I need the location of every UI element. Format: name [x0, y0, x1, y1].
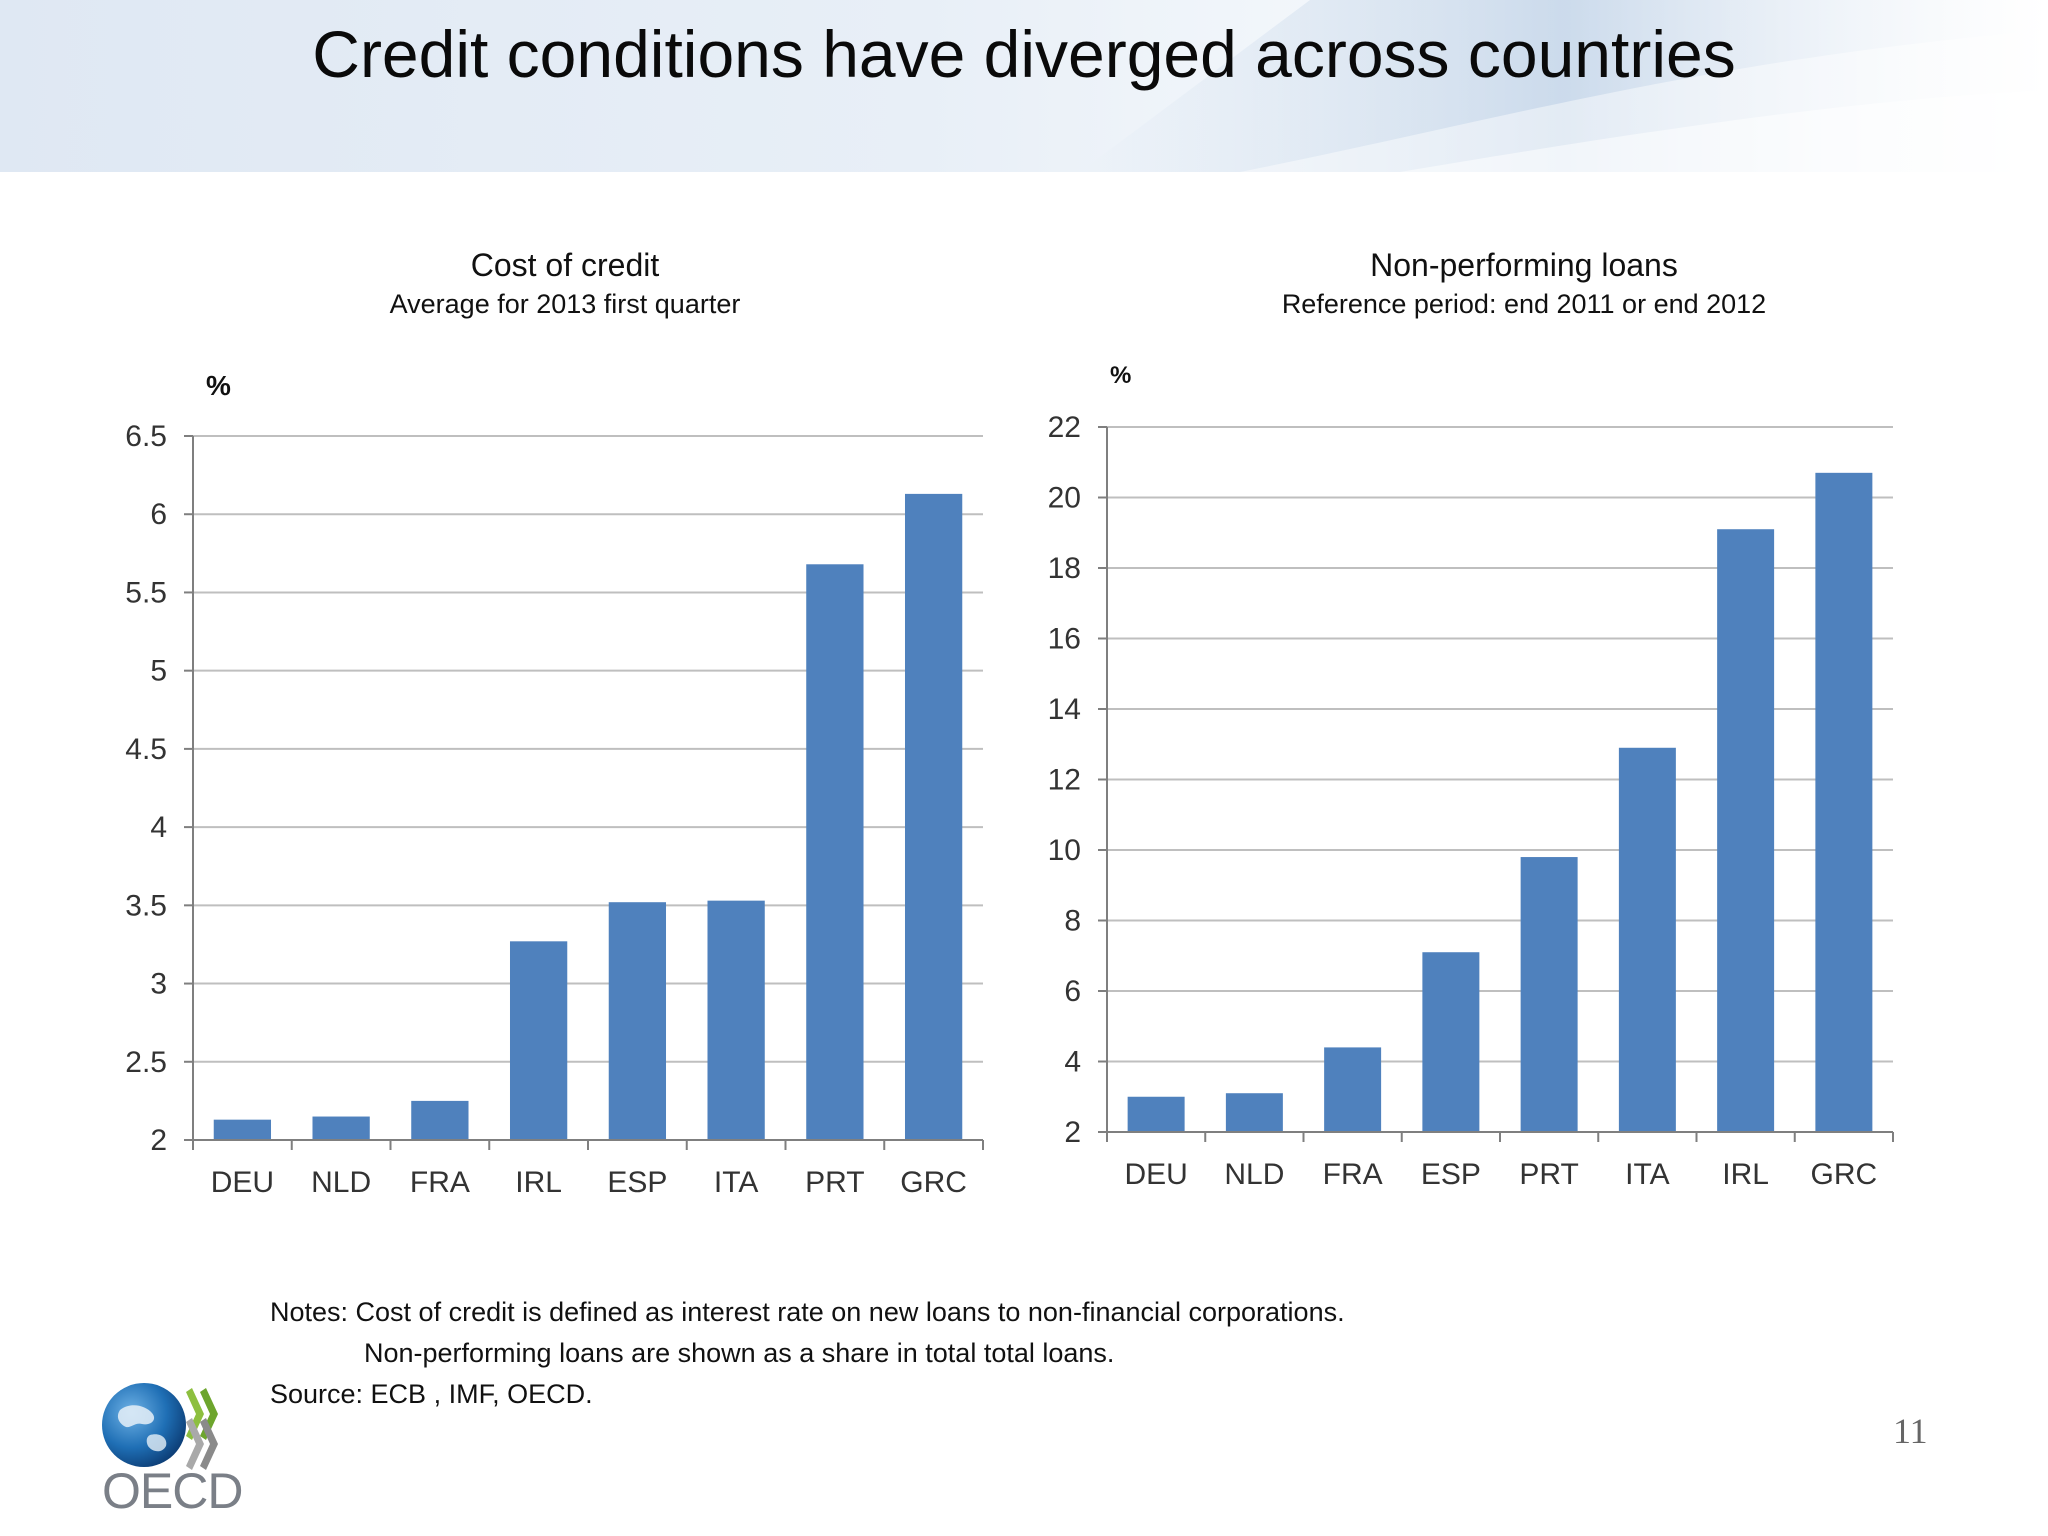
y-tick-label: 4: [1064, 1046, 1081, 1079]
banner-wave-decoration: [1080, 0, 2048, 172]
y-tick-label: 20: [1048, 482, 1081, 515]
y-tick-label: 3: [150, 968, 167, 1001]
y-tick-label: 2: [1064, 1116, 1081, 1149]
y-tick-label: 3.5: [125, 889, 167, 922]
x-category-label: PRT: [1519, 1158, 1578, 1191]
y-tick-label: 6.5: [125, 420, 167, 453]
bar-deu: [1127, 1096, 1185, 1132]
page-number: 11: [1893, 1411, 1928, 1451]
source-line: Source: ECB , IMF, OECD.: [270, 1379, 593, 1409]
bar-ita: [1618, 747, 1676, 1132]
x-category-label: ESP: [607, 1166, 667, 1199]
bar-prt: [806, 564, 864, 1140]
logo-text: OECD: [102, 1463, 243, 1519]
x-category-label: IRL: [1722, 1158, 1769, 1191]
y-tick-label: 2.5: [125, 1046, 167, 1079]
x-category-label: NLD: [1224, 1158, 1284, 1191]
notes-line: Notes: Cost of credit is defined as inte…: [270, 1297, 1345, 1327]
y-tick-label: 6: [150, 498, 167, 531]
bar-deu: [213, 1119, 272, 1140]
bar-grc: [904, 493, 963, 1140]
x-category-label: NLD: [311, 1166, 371, 1199]
bar-esp: [1422, 952, 1480, 1132]
bar-fra: [411, 1100, 469, 1140]
x-category-label: IRL: [515, 1166, 562, 1199]
x-category-label: ESP: [1421, 1158, 1481, 1191]
bar-irl: [509, 941, 568, 1140]
y-tick-label: 8: [1064, 905, 1081, 938]
bar-grc: [1815, 472, 1873, 1132]
notes-line: Non-performing loans are shown as a shar…: [364, 1338, 1115, 1368]
x-category-label: ITA: [714, 1166, 758, 1199]
x-category-label: ITA: [1625, 1158, 1669, 1191]
y-tick-label: 18: [1048, 552, 1081, 585]
bar-nld: [1225, 1093, 1283, 1132]
cost-of-credit-plot: 2 2.5 3 3.5 4 4.5 5 5.5 6 6.5 DEU NLD FRA IRL ESP ITA PR…: [125, 420, 984, 1199]
bar-ita: [707, 900, 765, 1140]
x-category-label: DEU: [211, 1166, 274, 1199]
bar-irl: [1717, 529, 1775, 1132]
y-tick-label: 5.5: [125, 576, 167, 609]
y-tick-label: 22: [1048, 411, 1081, 444]
bar-esp: [608, 902, 667, 1140]
non-performing-loans-plot: 2 4 6 8 10 12 14 16 18 20 22 DEU NLD FRA ESP PRT ITA IRL G…: [1048, 411, 1894, 1191]
x-category-label: GRC: [900, 1166, 967, 1199]
x-category-label: GRC: [1811, 1158, 1878, 1191]
y-axis-unit-label: %: [1110, 362, 1132, 389]
x-category-label: FRA: [1323, 1158, 1383, 1191]
x-category-label: DEU: [1124, 1158, 1187, 1191]
y-tick-label: 2: [150, 1124, 167, 1157]
chart-title: Cost of credit: [470, 247, 660, 283]
chart-title: Non-performing loans: [1370, 247, 1678, 283]
y-tick-label: 5: [150, 655, 167, 688]
chart-subtitle: Average for 2013 first quarter: [389, 289, 741, 319]
y-tick-label: 12: [1048, 764, 1081, 797]
title-banner: [0, 0, 2048, 172]
bar-fra: [1324, 1047, 1382, 1132]
y-tick-label: 10: [1048, 834, 1081, 867]
x-category-label: FRA: [410, 1166, 470, 1199]
bar-prt: [1520, 857, 1578, 1132]
y-axis-unit-label: %: [206, 370, 231, 401]
oecd-logo-icon: [102, 1383, 218, 1470]
x-category-label: PRT: [805, 1166, 864, 1199]
chart-subtitle: Reference period: end 2011 or end 2012: [1281, 289, 1767, 319]
notes-block: Notes: Cost of credit is defined as inte…: [270, 1292, 1345, 1415]
y-tick-label: 14: [1048, 693, 1081, 726]
y-tick-label: 4: [150, 811, 167, 844]
y-tick-label: 16: [1048, 623, 1081, 656]
y-tick-label: 6: [1064, 975, 1081, 1008]
slide-title: Credit conditions have diverged across c…: [312, 17, 1736, 91]
y-tick-label: 4.5: [125, 733, 167, 766]
bar-nld: [312, 1116, 370, 1140]
